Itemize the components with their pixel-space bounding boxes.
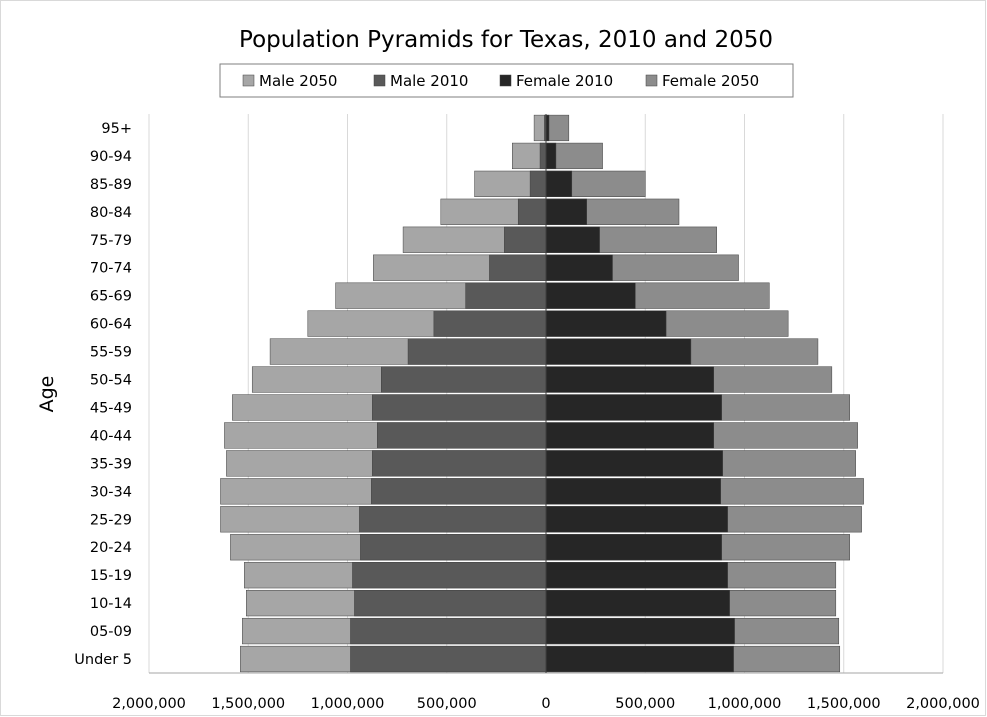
bar-female-2010 — [545, 282, 636, 309]
bar-male-2010 — [372, 394, 547, 421]
bar-female-2010 — [545, 534, 722, 561]
y-tick-labels: Under 5 05-09 10-14 15-19 20-24 25-29 30-34 35-… — [74, 121, 132, 668]
legend-label: Female 2050 — [662, 72, 759, 90]
bar-female-2010 — [545, 394, 722, 421]
bar-male-2010 — [354, 590, 547, 617]
bar-male-2010 — [465, 282, 547, 309]
legend-label: Male 2050 — [259, 72, 337, 90]
x-tick-label: 1,000,000 — [708, 696, 782, 712]
bar-female-2010 — [545, 142, 557, 170]
x-tick-label: 500,000 — [417, 696, 477, 712]
y-tick-label: 20-24 — [90, 540, 132, 556]
legend-swatch — [242, 74, 255, 87]
chart-title: Population Pyramids for Texas, 2010 and … — [239, 27, 773, 53]
y-tick-label: 10-14 — [90, 596, 132, 612]
bar-male-2010 — [377, 422, 547, 449]
bar-female-2010 — [545, 226, 600, 253]
bar-male-2010 — [489, 254, 547, 281]
bar-female-2010 — [545, 198, 587, 225]
x-tick-label: 0 — [541, 696, 550, 712]
legend-swatch — [499, 74, 512, 87]
x-tick-label: 2,000,000 — [112, 696, 186, 712]
bar-male-2010 — [504, 226, 547, 253]
legend-swatch — [645, 74, 658, 87]
y-tick-label: 65-69 — [90, 289, 132, 305]
legend-label: Female 2010 — [516, 72, 613, 90]
y-tick-label: 80-84 — [90, 205, 132, 221]
bar-male-2010 — [372, 450, 547, 477]
bar-male-2010 — [359, 506, 547, 533]
bar-female-2010 — [545, 310, 667, 337]
y-tick-label: 60-64 — [90, 317, 132, 333]
y-tick-label: Under 5 — [74, 652, 132, 668]
y-tick-label: 40-44 — [90, 428, 132, 444]
bar-male-2010 — [529, 170, 547, 197]
y-tick-label: 35-39 — [90, 456, 132, 472]
bar-male-2010 — [407, 338, 547, 365]
bar-female-2010 — [545, 450, 723, 477]
y-tick-label: 05-09 — [90, 624, 132, 640]
bar-male-2010 — [371, 478, 547, 505]
bar-female-2010 — [545, 170, 573, 197]
bar-female-2010 — [545, 254, 613, 281]
bar-male-2010 — [350, 617, 547, 645]
y-tick-label: 55-59 — [90, 345, 132, 361]
y-tick-label: 25-29 — [90, 512, 132, 528]
y-tick-label: 30-34 — [90, 484, 132, 500]
y-tick-label: 75-79 — [90, 233, 132, 249]
x-tick-label: 1,500,000 — [807, 696, 881, 712]
x-tick-labels: 2,000,000 1,500,000 1,000,000 500,000 0 500,0… — [112, 696, 980, 712]
x-tick-label: 2,000,000 — [906, 696, 980, 712]
bar-female-2010 — [545, 422, 714, 449]
legend-label: Male 2010 — [390, 72, 468, 90]
y-tick-label: 45-49 — [90, 400, 132, 416]
bar-male-2010 — [517, 198, 547, 225]
bar-female-2010 — [545, 506, 728, 533]
bar-male-2010 — [380, 366, 547, 393]
bar-female-2010 — [545, 562, 728, 589]
y-tick-label: 95+ — [101, 121, 132, 137]
x-tick-label: 1,500,000 — [211, 696, 285, 712]
bar-female-2010 — [545, 366, 714, 393]
bar-female-2010 — [545, 338, 692, 365]
y-axis-label: Age — [36, 376, 58, 413]
y-tick-label: 15-19 — [90, 568, 132, 584]
x-tick-label: 500,000 — [615, 696, 675, 712]
bar-female-2010 — [545, 617, 735, 645]
legend: Male 2050 Male 2010 Female 2010 Female 2050 — [219, 63, 794, 98]
bars — [220, 114, 864, 673]
bar-female-2050 — [545, 114, 570, 142]
bar-female-2010 — [545, 645, 734, 673]
legend-swatch — [373, 74, 386, 87]
y-tick-label: 90-94 — [90, 149, 132, 165]
bar-male-2010 — [352, 562, 547, 589]
x-tick-label: 1,000,000 — [311, 696, 385, 712]
bar-female-2010 — [545, 590, 730, 617]
bar-male-2010 — [360, 534, 547, 561]
axes — [149, 114, 943, 674]
y-tick-label: 50-54 — [90, 373, 132, 389]
bar-male-2010 — [433, 310, 547, 337]
y-tick-label: 85-89 — [90, 177, 132, 193]
bar-female-2010 — [545, 478, 721, 505]
bar-male-2010 — [539, 142, 547, 170]
bar-male-2010 — [350, 645, 547, 673]
y-tick-label: 70-74 — [90, 261, 132, 277]
